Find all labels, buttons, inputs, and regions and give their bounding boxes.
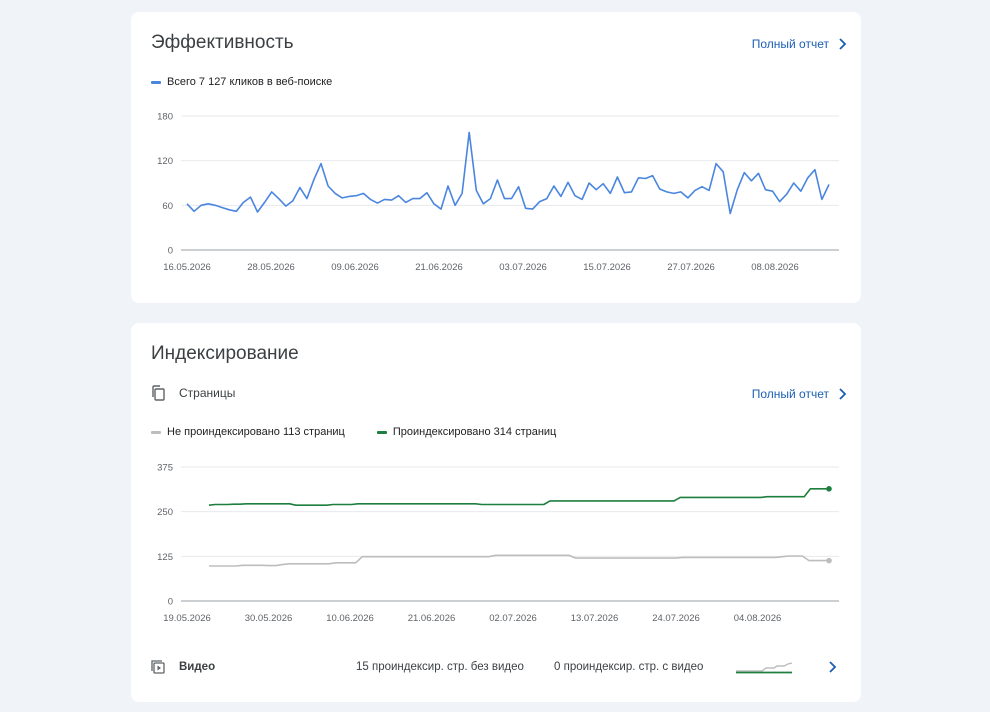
y-tick-label: 120 [157,156,173,167]
series-end-point[interactable] [826,557,832,564]
x-tick-label: 15.07.2026 [583,262,631,273]
legend-swatch [151,430,161,434]
full-report-label: Полный отчет [751,37,829,51]
series-end-point[interactable] [826,485,832,492]
pages-label: Страницы [179,386,236,400]
video-icon [151,660,165,674]
performance-title: Эффективность [151,32,294,53]
indexing-full-report-link[interactable]: Полный отчет [752,387,847,401]
legend-swatch [151,80,161,84]
legend-swatch [376,430,387,434]
video-stat-with: 0 проиндексир. стр. с видео [554,661,704,673]
full-report-label: Полный отчет [751,387,829,401]
x-tick-label: 21.06.2026 [415,262,463,273]
y-tick-label: 125 [157,552,173,563]
indexing-title: Индексирование [151,343,299,364]
legend-label: Всего 7 127 кликов в веб-поиске [167,76,333,88]
indexing-card: Индексирование Страницы Полный отчет Не … [131,323,861,702]
legend-label: Не проиндексировано 113 страниц [167,426,345,438]
x-tick-label: 21.06.2026 [408,613,456,624]
legend-label: Проиндексировано 314 страниц [392,426,557,438]
performance-legend: Всего 7 127 кликов в веб-поиске [151,76,332,88]
x-tick-label: 04.08.2026 [734,613,782,624]
x-tick-label: 19.05.2026 [163,613,211,624]
y-tick-label: 375 [157,463,173,474]
legend-item-indexed[interactable]: Проиндексировано 314 страниц [376,426,557,438]
series-line [186,131,830,215]
video-sparkline [736,662,792,674]
legend-item-clicks[interactable]: Всего 7 127 кликов в веб-поиске [151,76,332,88]
performance-card: Эффективность Полный отчет Всего 7 127 к… [131,12,861,303]
chevron-right-icon [839,388,847,400]
legend-item-not-indexed[interactable]: Не проиндексировано 113 страниц [151,426,345,438]
indexing-chart: 0 125 250 375 19.05.2026 30.05.2026 10.06.2026… [157,463,839,624]
x-tick-label: 24.07.2026 [652,613,700,624]
x-tick-label: 08.08.2026 [751,262,799,273]
x-tick-label: 09.06.2026 [331,262,379,273]
x-tick-label: 28.05.2026 [247,262,295,273]
y-tick-label: 0 [168,597,173,608]
x-tick-label: 16.05.2026 [163,262,211,273]
video-stat-without: 15 проиндексир. стр. без видео [356,661,524,673]
x-tick-label: 10.06.2026 [326,613,374,624]
pages-row: Страницы [151,385,235,401]
video-row[interactable]: Видео 15 проиндексир. стр. без видео 0 п… [151,658,837,676]
y-tick-label: 180 [157,112,173,123]
x-tick-label: 03.07.2026 [499,262,547,273]
indexing-legend: Не проиндексировано 113 страниц Проиндек… [151,426,556,438]
performance-chart: 0 60 120 180 16.05.2026 28.05.2026 09.06.2026 2… [157,112,839,273]
x-tick-label: 27.07.2026 [667,262,715,273]
x-tick-label: 13.07.2026 [571,613,619,624]
y-tick-label: 60 [162,201,173,212]
performance-full-report-link[interactable]: Полный отчет [752,37,847,51]
chevron-right-icon [839,38,847,50]
chevron-right-icon[interactable] [827,661,837,673]
series-line [209,554,829,567]
y-tick-label: 250 [157,507,173,518]
x-tick-label: 30.05.2026 [245,613,293,624]
y-tick-label: 0 [168,246,173,257]
pages-icon [152,385,165,401]
x-tick-label: 02.07.2026 [489,613,537,624]
series-line [208,488,829,506]
video-label: Видео [179,661,216,673]
